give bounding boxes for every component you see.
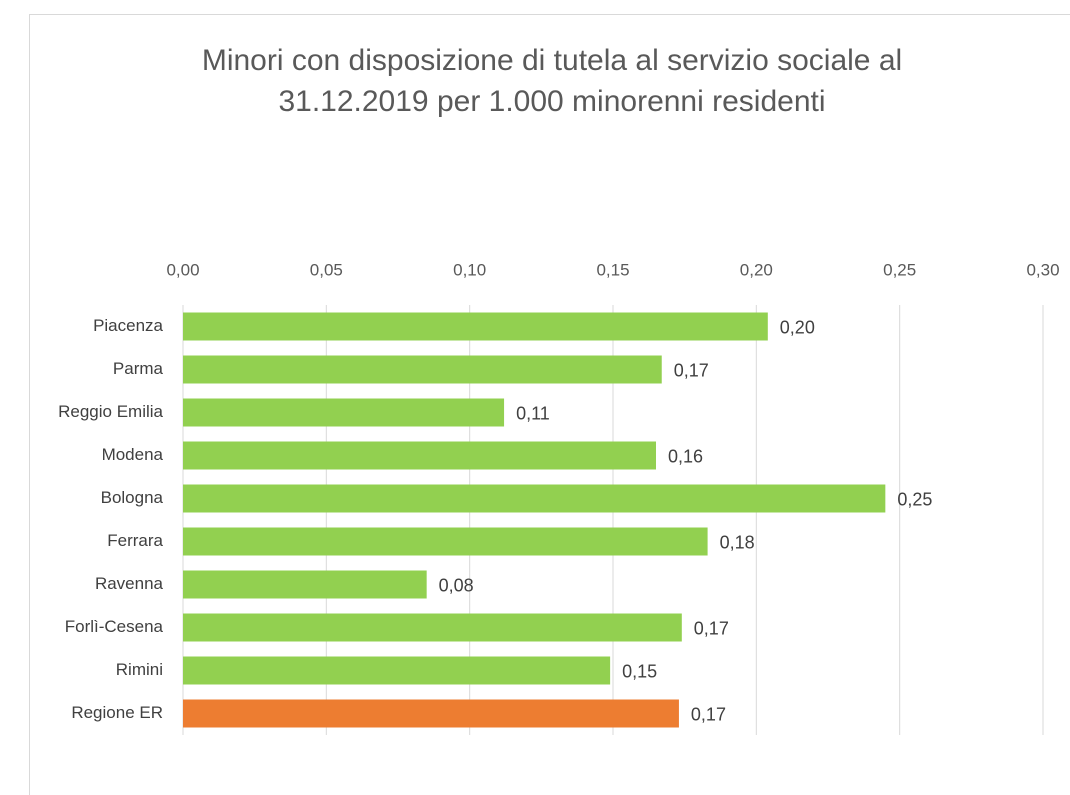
bar — [183, 527, 708, 556]
y-tick-label: Forlì-Cesena — [65, 617, 164, 636]
bar — [183, 570, 427, 599]
x-tick-label: 0,05 — [310, 260, 343, 279]
y-tick-label: Modena — [102, 445, 164, 464]
data-label: 0,16 — [668, 446, 703, 466]
data-label: 0,17 — [694, 618, 729, 638]
x-tick-label: 0,30 — [1026, 260, 1059, 279]
data-label: 0,08 — [439, 575, 474, 595]
bar — [183, 355, 662, 384]
y-tick-label: Ravenna — [95, 574, 164, 593]
data-label: 0,15 — [622, 661, 657, 681]
bar — [183, 312, 768, 341]
x-tick-label: 0,10 — [453, 260, 486, 279]
bar — [183, 656, 611, 685]
y-tick-label: Piacenza — [93, 316, 163, 335]
data-label: 0,17 — [691, 704, 726, 724]
bar — [183, 613, 682, 642]
data-label: 0,25 — [897, 489, 932, 509]
data-label: 0,18 — [720, 532, 755, 552]
bar — [183, 484, 886, 513]
y-tick-label: Ferrara — [107, 531, 163, 550]
bar — [183, 398, 505, 427]
y-tick-label: Parma — [113, 359, 164, 378]
y-tick-label: Regione ER — [71, 703, 163, 722]
data-label: 0,20 — [780, 317, 815, 337]
x-tick-label: 0,20 — [740, 260, 773, 279]
x-tick-label: 0,25 — [883, 260, 916, 279]
data-label: 0,17 — [674, 360, 709, 380]
chart-title: Minori con disposizione di tutela al ser… — [202, 44, 902, 77]
chart-title: 31.12.2019 per 1.000 minorenni residenti — [278, 85, 825, 118]
bar — [183, 699, 679, 728]
y-tick-label: Rimini — [116, 660, 163, 679]
y-tick-label: Reggio Emilia — [58, 402, 163, 421]
x-tick-label: 0,15 — [596, 260, 629, 279]
y-tick-label: Bologna — [101, 488, 164, 507]
bar — [183, 441, 656, 470]
data-label: 0,11 — [516, 403, 550, 423]
x-tick-label: 0,00 — [166, 260, 199, 279]
